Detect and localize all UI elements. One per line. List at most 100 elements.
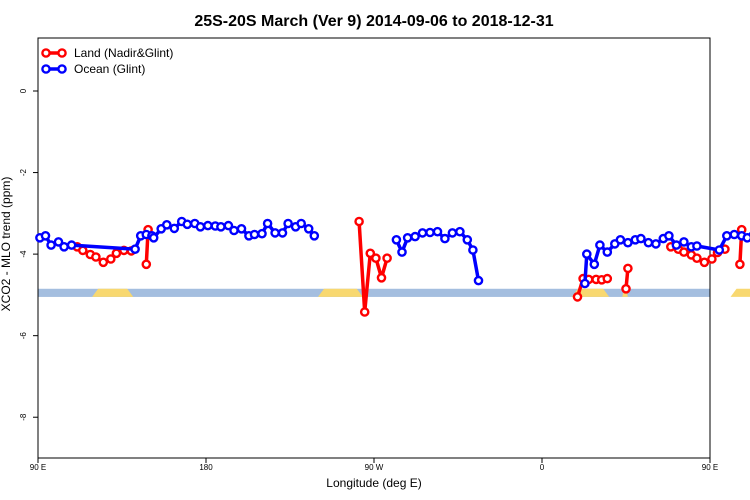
data-point bbox=[296, 218, 307, 229]
data-point bbox=[106, 254, 116, 264]
data-point bbox=[277, 228, 288, 238]
land-band-segment bbox=[92, 288, 134, 297]
data-point bbox=[270, 228, 280, 238]
data-point bbox=[425, 227, 435, 238]
data-point bbox=[729, 229, 740, 240]
data-point bbox=[410, 231, 420, 242]
x-axis-label: Longitude (deg E) bbox=[326, 476, 421, 490]
legend-label: Ocean (Glint) bbox=[74, 62, 145, 76]
x-axis: 90 E 180 90 W 0 90 E bbox=[30, 458, 718, 472]
y-tick-label: -2 bbox=[19, 168, 28, 176]
x-tick-label: 180 bbox=[199, 463, 213, 472]
data-point bbox=[679, 237, 689, 247]
data-point bbox=[722, 230, 732, 241]
data-point bbox=[303, 223, 314, 234]
data-point bbox=[359, 307, 370, 317]
x-tick-label: 90 W bbox=[365, 463, 384, 472]
data-point bbox=[371, 253, 381, 264]
data-point bbox=[692, 241, 702, 251]
data-point bbox=[582, 249, 592, 259]
y-tick-label: 0 bbox=[19, 88, 28, 93]
data-point bbox=[169, 223, 180, 234]
data-point bbox=[391, 234, 402, 245]
data-point bbox=[130, 244, 140, 254]
data-point bbox=[46, 240, 56, 250]
data-point bbox=[572, 292, 583, 302]
data-point bbox=[602, 273, 613, 284]
data-point bbox=[402, 232, 413, 243]
legend-label: Land (Nadir&Glint) bbox=[74, 46, 173, 60]
data-point bbox=[417, 228, 428, 238]
legend: Land (Nadir&Glint) Ocean (Glint) bbox=[41, 46, 173, 76]
y-tick-label: -6 bbox=[19, 332, 28, 340]
data-point bbox=[643, 237, 654, 248]
data-point bbox=[141, 259, 152, 270]
data-point bbox=[671, 240, 682, 250]
data-point bbox=[223, 220, 234, 231]
land-band-segment bbox=[318, 288, 363, 297]
data-point bbox=[229, 225, 239, 236]
x-tick-label: 90 E bbox=[702, 463, 718, 472]
data-point bbox=[621, 283, 631, 294]
data-point bbox=[98, 257, 109, 268]
data-point bbox=[623, 263, 633, 274]
data-point bbox=[440, 233, 450, 244]
legend-marker bbox=[57, 64, 67, 74]
series-line bbox=[357, 219, 389, 314]
data-point bbox=[91, 252, 101, 262]
data-point bbox=[249, 229, 260, 240]
data-point bbox=[66, 240, 77, 250]
data-point bbox=[111, 248, 122, 259]
x-tick-label: 0 bbox=[540, 463, 545, 472]
land-band-segment bbox=[730, 288, 750, 297]
y-axis: 0 -2 -4 -6 -8 bbox=[19, 88, 38, 421]
surface-band bbox=[38, 288, 750, 297]
legend-marker bbox=[41, 64, 51, 74]
data-point bbox=[78, 245, 88, 256]
data-point bbox=[432, 226, 443, 237]
data-point bbox=[283, 218, 293, 229]
data-point bbox=[53, 237, 64, 247]
data-point bbox=[161, 219, 172, 230]
legend-marker bbox=[57, 48, 67, 58]
data-point bbox=[447, 228, 458, 238]
data-point bbox=[203, 220, 213, 231]
data-point bbox=[195, 221, 206, 232]
data-point bbox=[742, 233, 750, 243]
data-point bbox=[397, 247, 407, 257]
data-point bbox=[354, 216, 364, 227]
data-point bbox=[462, 234, 473, 245]
data-point bbox=[735, 259, 745, 270]
data-point bbox=[623, 237, 633, 248]
legend-item: Land (Nadir&Glint) bbox=[41, 46, 173, 60]
data-point bbox=[714, 245, 725, 255]
data-point bbox=[216, 221, 226, 232]
data-point bbox=[589, 259, 600, 270]
data-point bbox=[651, 239, 661, 249]
data-point bbox=[257, 228, 267, 239]
data-point bbox=[365, 248, 376, 259]
data-point bbox=[182, 219, 193, 230]
data-point bbox=[262, 218, 273, 229]
data-point bbox=[679, 247, 689, 257]
series-layer bbox=[35, 216, 750, 317]
data-point bbox=[636, 233, 646, 244]
chart-title: 25S-20S March (Ver 9) 2014-09-06 to 2018… bbox=[194, 13, 553, 30]
data-point bbox=[692, 253, 702, 264]
data-point bbox=[707, 254, 717, 264]
data-point bbox=[376, 272, 387, 283]
series-ocean-glint bbox=[35, 216, 750, 289]
data-point bbox=[664, 230, 674, 241]
data-point bbox=[580, 278, 590, 289]
legend-marker bbox=[41, 48, 51, 58]
y-axis-label: XCO2 - MLO trend (ppm) bbox=[0, 177, 13, 312]
series-land-nadir-glint bbox=[72, 216, 747, 317]
x-tick-label: 90 E bbox=[30, 463, 46, 472]
data-point bbox=[602, 247, 613, 257]
data-point bbox=[40, 230, 51, 241]
y-tick-label: -8 bbox=[19, 413, 28, 421]
data-point bbox=[148, 232, 159, 243]
y-tick-label: -4 bbox=[19, 250, 28, 258]
data-point bbox=[615, 234, 626, 245]
